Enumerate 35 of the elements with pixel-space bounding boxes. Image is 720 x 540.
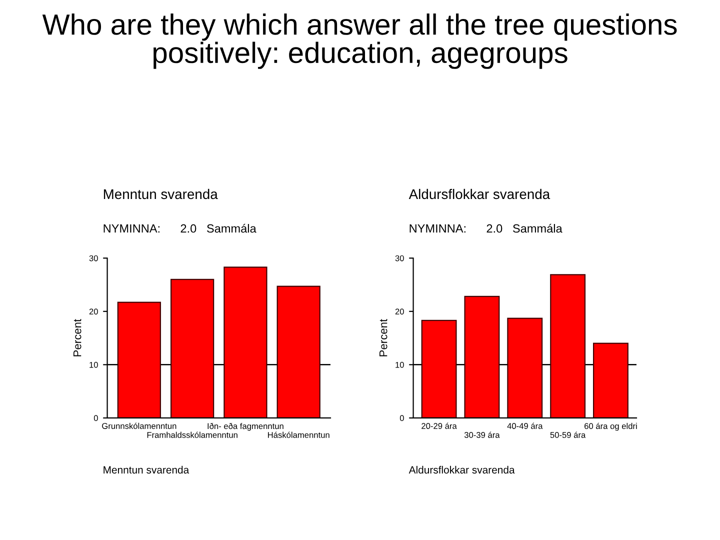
x-tick-label: 40-49 ára: [507, 422, 543, 429]
bar: [224, 266, 268, 418]
x-tick-label: Framhaldsskólamenntun: [147, 432, 238, 438]
y-tick-label: 10: [90, 362, 98, 368]
bar: [276, 286, 320, 418]
y-tick-label: 0: [400, 415, 404, 422]
x-tick-label: Háskólamenntun: [268, 432, 330, 438]
y-tick-label: 20: [395, 308, 404, 314]
bar: [117, 302, 161, 418]
bar: [421, 320, 457, 418]
x-axis-title: Aldursflokkar svarenda: [408, 466, 515, 474]
x-axis-title: Menntun svarenda: [104, 466, 190, 474]
y-tick-label: 0: [94, 415, 98, 422]
bar: [507, 318, 543, 418]
x-tick-label: 60 ára og eldri: [584, 422, 637, 431]
y-axis-title: Percent: [73, 318, 82, 356]
y-tick-label: 20: [89, 308, 98, 314]
bar: [593, 342, 628, 418]
y-tick-label: 30: [89, 255, 98, 262]
chart-subtitle: NYMINNA: 2.0 Sammála: [104, 224, 256, 233]
x-tick-label: Iðn- eða fagmenntun: [208, 422, 284, 431]
bar: [170, 278, 214, 418]
x-tick-label: 30-39 ára: [464, 432, 500, 438]
chart-subtitle: NYMINNA: 2.0 Sammála: [410, 224, 562, 233]
bar: [464, 296, 500, 418]
bar: [550, 274, 586, 418]
chart-title: Menntun svarenda: [104, 188, 218, 200]
x-tick-label: 20-29 ára: [422, 422, 457, 429]
text: Who are they which answer all the tree questions positively: education, agegroups: [42, 14, 677, 69]
y-tick-label: 30: [395, 255, 404, 262]
y-axis-title: Percent: [379, 318, 388, 356]
x-tick-label: 50-59 ára: [550, 432, 586, 438]
chart-title: Aldursflokkar svarenda: [408, 188, 550, 200]
x-tick-label: Grunnskólamenntun: [102, 422, 176, 429]
y-tick-label: 10: [396, 362, 404, 368]
